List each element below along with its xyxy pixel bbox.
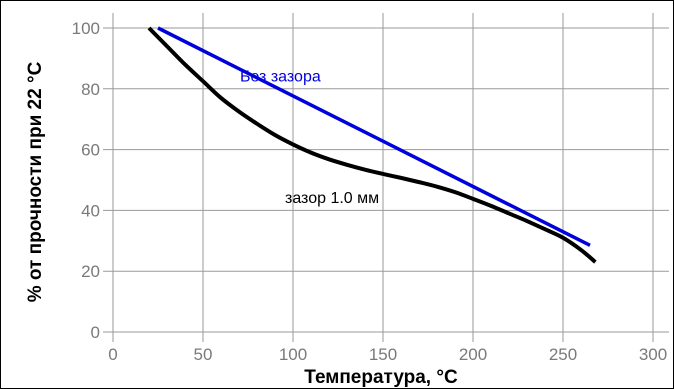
series-line-zazor-1mm: [147, 26, 597, 264]
x-tick-label: 0: [108, 345, 117, 364]
x-tick-label: 50: [194, 345, 213, 364]
x-tick-label: 200: [459, 345, 487, 364]
series-annotation: зазор 1.0 мм: [285, 190, 379, 207]
series-annotation: Без зазора: [240, 69, 321, 86]
y-tick-label: 20: [81, 262, 100, 281]
x-tick-label: 250: [549, 345, 577, 364]
y-tick-label: 40: [81, 201, 100, 220]
y-tick-label: 60: [81, 141, 100, 160]
x-tick-label: 150: [369, 345, 397, 364]
x-tick-label: 300: [639, 345, 667, 364]
y-tick-label: 80: [81, 80, 100, 99]
y-axis-label: % от прочности при 22 °C: [25, 61, 46, 302]
series-line-bez-zazora: [157, 26, 591, 247]
x-axis-label: Температура, °C: [304, 367, 458, 388]
x-tick-label: 100: [279, 345, 307, 364]
y-tick-label: 100: [72, 19, 100, 38]
y-tick-label: 0: [91, 323, 100, 342]
